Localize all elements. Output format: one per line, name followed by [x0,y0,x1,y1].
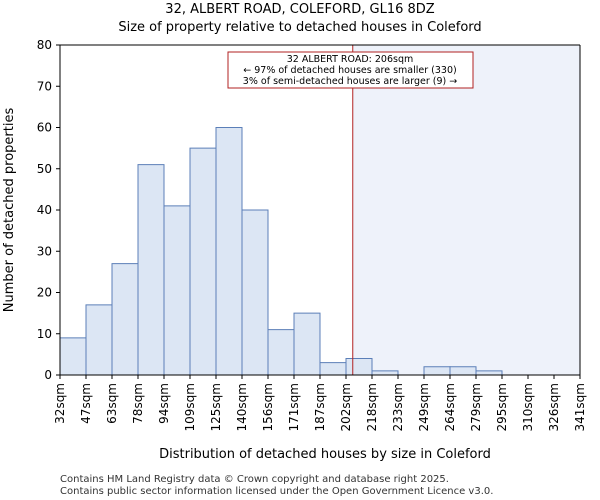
chart-title: 32, ALBERT ROAD, COLEFORD, GL16 8DZ [165,2,434,17]
bar-94sqm [163,205,191,376]
bars-layer [59,127,503,376]
footer-line-2: Contains public sector information licen… [60,486,493,497]
y-tick-label: 60 [37,121,52,135]
x-axis-label: Distribution of detached houses by size … [159,447,491,462]
x-tick-label: 94sqm [157,383,171,424]
shade-layer [352,45,580,375]
y-tick-label: 30 [37,244,52,258]
x-tick-label: 47sqm [79,383,93,424]
bar-264sqm [449,366,477,376]
x-tick-label: 341sqm [573,383,587,431]
x-tick-label: 310sqm [521,383,535,431]
bar-249sqm [423,366,451,376]
bar-156sqm [267,329,295,376]
bar-63sqm [111,263,139,376]
bar-32sqm [59,337,87,376]
x-tick-label: 249sqm [417,383,431,431]
bar-202sqm [345,358,373,376]
bar-279sqm [475,370,503,376]
bar-109sqm [189,147,217,376]
x-tick-label: 156sqm [261,383,275,431]
y-tick-label: 40 [37,203,52,217]
annotation-line-1: 32 ALBERT ROAD: 206sqm [287,54,413,65]
bar-140sqm [241,209,269,376]
y-tick-label: 50 [37,162,52,176]
x-ticks: 32sqm 47sqm 63sqm 78sqm 94sqm 109sqm 125sqm 140… [53,375,587,431]
footer-line-1: Contains HM Land Registry data © Crown c… [60,474,449,485]
bar-125sqm [215,127,243,376]
y-ticks: 0 10 20 30 40 50 60 70 80 [37,38,60,382]
x-tick-label: 171sqm [287,383,301,431]
x-tick-label: 202sqm [339,383,353,431]
y-tick-label: 80 [37,38,52,52]
bar-171sqm [293,312,321,376]
annotation-line-3: 3% of semi-detached houses are larger (9… [243,76,457,87]
x-tick-label: 233sqm [391,383,405,431]
y-tick-label: 20 [37,286,52,300]
x-tick-label: 125sqm [209,383,223,431]
annotation-box-frame [227,51,474,89]
chart-subtitle: Size of property relative to detached ho… [118,20,481,35]
x-tick-label: 78sqm [131,383,145,424]
bar-218sqm [371,370,399,376]
x-tick-label: 295sqm [495,383,509,431]
x-tick-label: 279sqm [469,383,483,431]
x-tick-label: 32sqm [53,383,67,424]
x-tick-label: 326sqm [547,383,561,431]
y-axis-label: Number of detached properties [2,108,17,313]
bar-78sqm [137,164,165,376]
bar-187sqm [319,362,347,376]
annotation-box: 32 ALBERT ROAD: 206sqm ← 97% of detached… [227,51,474,89]
y-tick-label: 0 [44,368,52,382]
y-tick-label: 10 [37,327,52,341]
x-tick-label: 264sqm [443,383,457,431]
x-tick-label: 109sqm [183,383,197,431]
larger-region-shade [352,45,580,375]
annotation-line-2: ← 97% of detached houses are smaller (33… [243,65,456,76]
x-tick-label: 63sqm [105,383,119,424]
x-tick-label: 218sqm [365,383,379,431]
x-tick-label: 187sqm [313,383,327,431]
y-tick-label: 70 [37,79,52,93]
bar-47sqm [85,304,113,376]
x-tick-label: 140sqm [235,383,249,431]
